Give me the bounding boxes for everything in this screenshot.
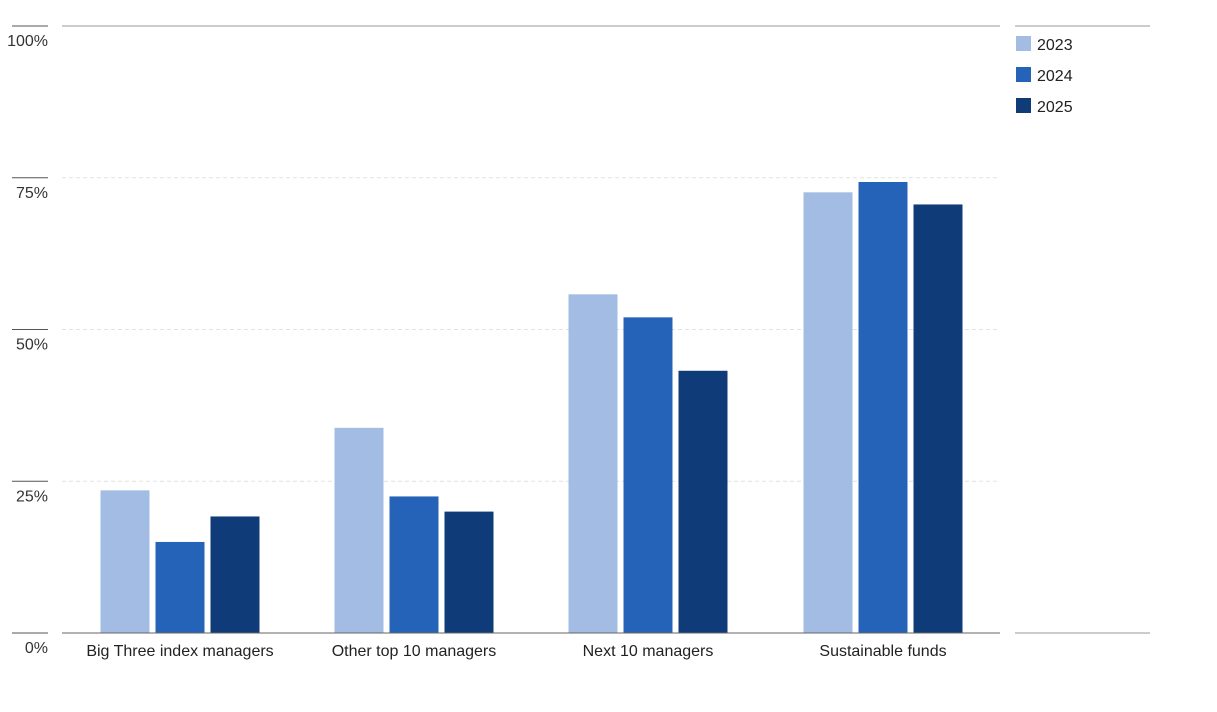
legend-swatch [1016, 67, 1031, 82]
bar [100, 490, 150, 633]
y-axis-ticks: 0% 25% 50% 75% 100% [7, 25, 48, 657]
bar [803, 192, 853, 633]
legend-swatch [1016, 98, 1031, 113]
bars [100, 181, 963, 633]
x-category-label: Other top 10 managers [332, 643, 497, 660]
y-tick-label: 25% [16, 488, 48, 505]
y-tick-label: 75% [16, 185, 48, 202]
x-category-label: Sustainable funds [819, 643, 946, 660]
x-axis-labels: Big Three index managers Other top 10 man… [86, 643, 946, 660]
legend-label: 2024 [1037, 68, 1073, 85]
bar [334, 427, 384, 633]
y-tick-label: 50% [16, 337, 48, 354]
bar [568, 294, 618, 633]
x-category-label: Big Three index managers [86, 643, 273, 660]
bar [155, 541, 205, 633]
legend-label: 2025 [1037, 99, 1073, 116]
x-category-label: Next 10 managers [583, 643, 714, 660]
legend: 2023 2024 2025 [1016, 36, 1073, 116]
y-tick-label: 100% [7, 33, 48, 50]
bar [913, 204, 963, 633]
bar [858, 181, 908, 633]
legend-swatch [1016, 36, 1031, 51]
bar [623, 317, 673, 633]
legend-label: 2023 [1037, 37, 1073, 54]
bar [444, 511, 494, 633]
bar [210, 516, 260, 633]
gridlines [62, 177, 1000, 482]
bar [389, 496, 439, 633]
bar [678, 370, 728, 633]
y-tick-label: 0% [25, 640, 48, 657]
